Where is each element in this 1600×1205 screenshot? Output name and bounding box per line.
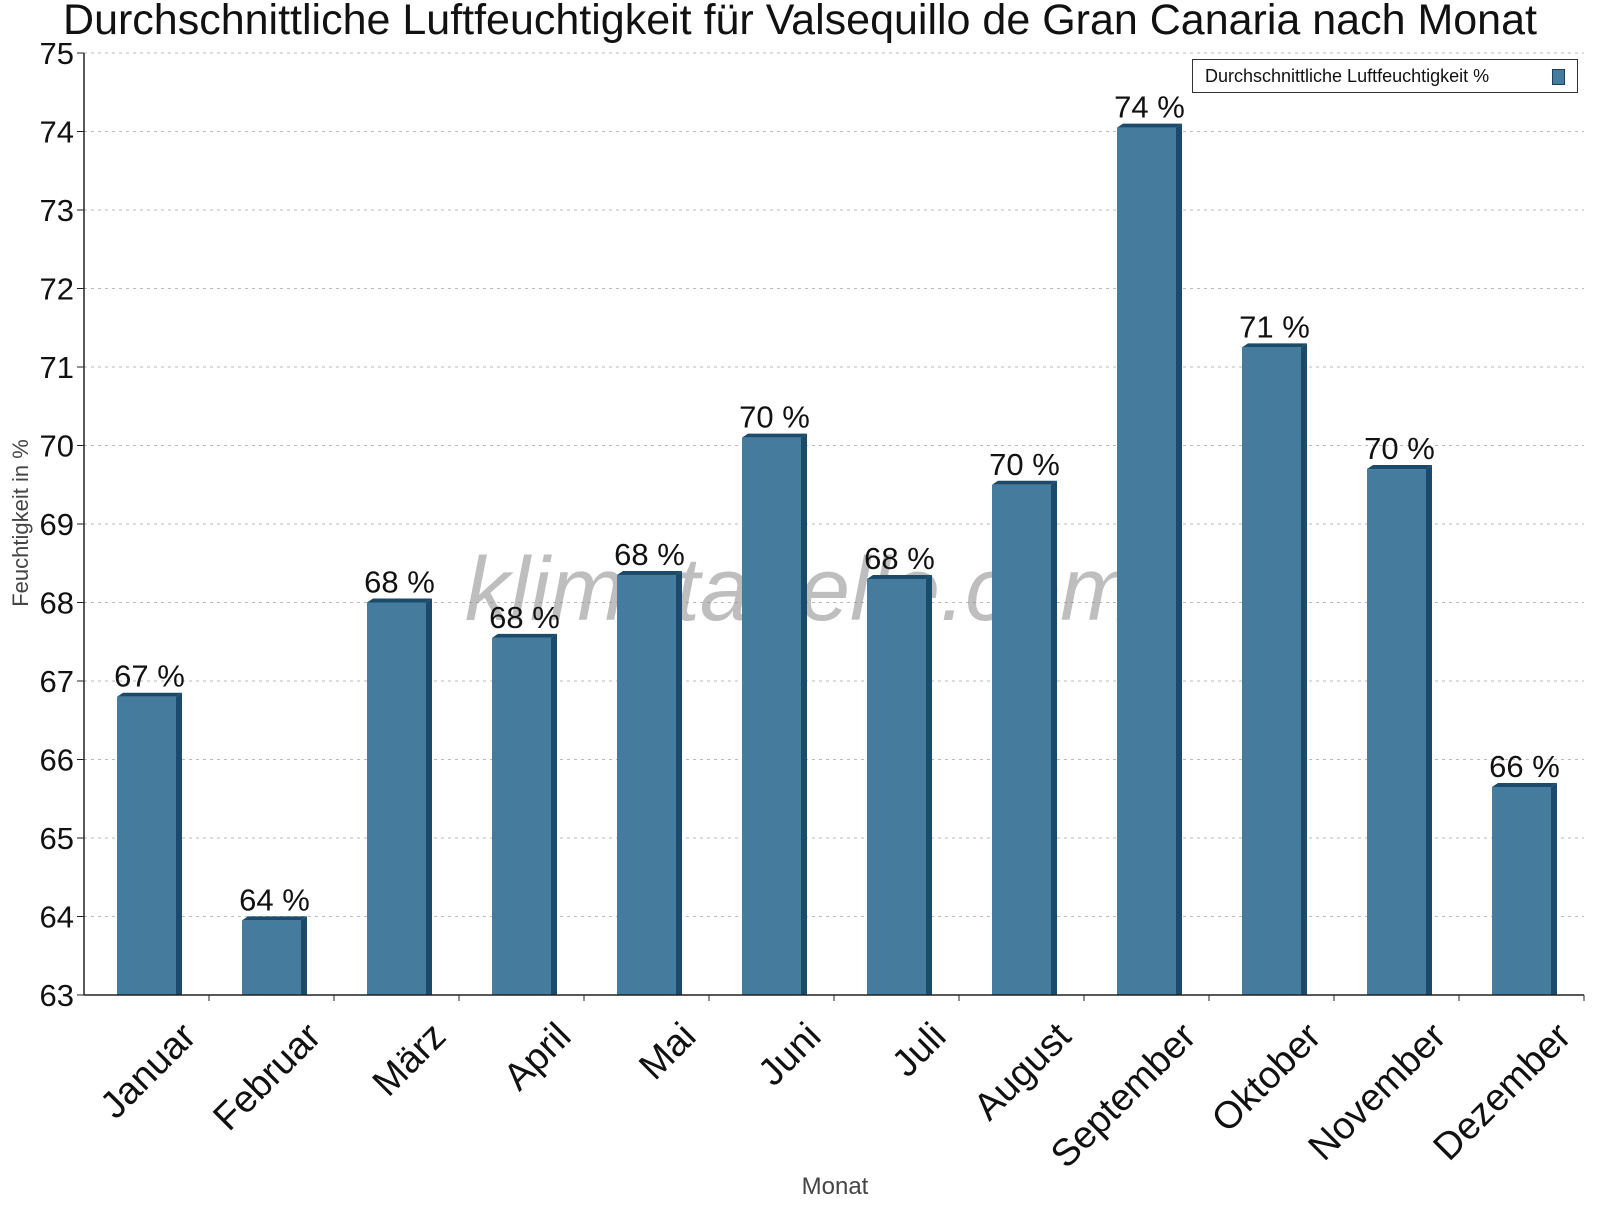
bar: [242, 920, 301, 995]
data-labels: 67 % 64 % 68 % 68 % 68 % 70 % 68 % 70 % 74 % 71 %…: [114, 90, 1560, 918]
bar-top: [742, 433, 807, 438]
y-tick-label: 66: [40, 743, 74, 778]
bar-group: [617, 571, 682, 995]
bar: [1492, 786, 1551, 995]
bar-side: [301, 916, 307, 995]
bar: [867, 578, 926, 995]
x-tick-label: April: [496, 1015, 579, 1098]
bar-group: [992, 480, 1057, 995]
bar-top: [242, 916, 307, 921]
bar-side: [676, 571, 682, 995]
x-tick-label: Dezember: [1426, 1015, 1580, 1169]
data-label: 67 %: [114, 659, 185, 694]
data-label: 64 %: [239, 882, 310, 917]
y-tick-label: 69: [40, 507, 74, 542]
x-tick-label: Juli: [884, 1015, 954, 1085]
y-axis-label: Feuchtigkeit in %: [8, 439, 33, 607]
data-label: 68 %: [614, 537, 685, 572]
y-tick-label: 74: [40, 115, 74, 150]
bars: [117, 123, 1557, 995]
bar-top: [492, 633, 557, 638]
x-tick-label: Januar: [92, 1015, 204, 1127]
bar-group: [867, 574, 932, 995]
bar-top: [992, 480, 1057, 485]
bar-top: [1117, 123, 1182, 128]
bar-top: [117, 692, 182, 697]
bar-group: [1492, 782, 1557, 995]
legend-swatch: [1552, 69, 1565, 85]
bar-top: [1242, 343, 1307, 348]
y-tick-label: 73: [40, 193, 74, 228]
bar-side: [1176, 123, 1182, 995]
y-tick-label: 67: [40, 664, 74, 699]
bar: [992, 484, 1051, 995]
bar: [617, 575, 676, 995]
y-tick-label: 70: [40, 429, 74, 464]
y-tick-label: 71: [40, 350, 74, 385]
data-label: 71 %: [1239, 309, 1310, 344]
bar: [1117, 127, 1176, 995]
legend: Durchschnittliche Luftfeuchtigkeit %: [1192, 59, 1578, 93]
bar-group: [492, 633, 557, 995]
data-label: 70 %: [1364, 431, 1435, 466]
bar-top: [1367, 465, 1432, 470]
x-tick-label: Mai: [631, 1015, 704, 1088]
y-tick-label: 72: [40, 272, 74, 307]
data-label: 68 %: [489, 600, 560, 635]
axes: [77, 52, 1585, 1001]
bar: [117, 696, 176, 995]
data-label: 70 %: [739, 400, 810, 435]
bar-group: [1242, 343, 1307, 995]
data-label: 70 %: [989, 447, 1060, 482]
x-tick-label: Oktober: [1204, 1015, 1330, 1141]
y-tick-label: 68: [40, 586, 74, 621]
bar-side: [1301, 343, 1307, 995]
legend-label: Durchschnittliche Luftfeuchtigkeit %: [1205, 65, 1490, 86]
bar-side: [1051, 480, 1057, 995]
bar: [742, 437, 801, 995]
x-tick-label: März: [365, 1015, 454, 1104]
bar-side: [176, 692, 182, 995]
x-tick-label: Juni: [750, 1015, 829, 1094]
data-label: 66 %: [1489, 749, 1560, 784]
bar-side: [926, 574, 932, 995]
bar-side: [801, 433, 807, 995]
bar-side: [551, 633, 557, 995]
bar-group: [117, 692, 182, 995]
chart-title: Durchschnittliche Luftfeuchtigkeit für V…: [63, 0, 1537, 44]
bar-side: [1551, 782, 1557, 995]
y-tick-label: 65: [40, 821, 74, 856]
x-tick-label: August: [966, 1015, 1080, 1129]
y-tick-labels: 63 64 65 66 67 68 69 70 71 72 73 74 75: [40, 36, 74, 1013]
y-tick-label: 75: [40, 36, 74, 71]
bar-group: [367, 598, 432, 995]
y-tick-label: 63: [40, 978, 74, 1013]
bar: [1242, 347, 1301, 995]
data-label: 68 %: [364, 565, 435, 600]
x-tick-labels: Januar Februar März April Mai Juni Juli AugustS…: [92, 1015, 1579, 1176]
data-label: 74 %: [1114, 90, 1185, 125]
bar: [492, 637, 551, 995]
x-axis-label: Monat: [802, 1173, 869, 1200]
bar: [1367, 469, 1426, 995]
bar-side: [1426, 465, 1432, 995]
bar-top: [617, 571, 682, 576]
bar: [367, 602, 426, 995]
bar-group: [1117, 123, 1182, 995]
grid-lines: [84, 52, 1584, 917]
bar-group: [242, 916, 307, 995]
bar-group: [742, 433, 807, 995]
y-tick-label: 64: [40, 900, 74, 935]
bar-side: [426, 598, 432, 995]
x-tick-label: Februar: [206, 1015, 330, 1139]
bar-top: [367, 598, 432, 603]
bar-top: [867, 574, 932, 579]
data-label: 68 %: [864, 541, 935, 576]
bar-top: [1492, 782, 1557, 787]
bar-group: [1367, 465, 1432, 995]
